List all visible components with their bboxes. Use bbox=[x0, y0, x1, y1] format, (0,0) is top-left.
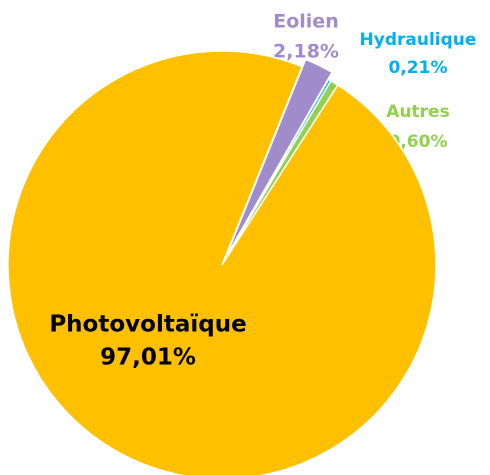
slice-value-label: 97,01% bbox=[100, 345, 196, 371]
slice-value-label: 2,18% bbox=[273, 41, 339, 63]
slice-label: Autres bbox=[386, 102, 449, 122]
slice-label: Eolien bbox=[273, 11, 338, 33]
slice-label: Photovoltaïque bbox=[49, 312, 246, 338]
slice-label: Hydraulique bbox=[360, 30, 477, 50]
pie-slice bbox=[224, 58, 334, 259]
pie-slice bbox=[7, 50, 437, 475]
slice-value-label: 0,60% bbox=[389, 132, 448, 152]
slice-value-label: 0,21% bbox=[389, 58, 448, 78]
